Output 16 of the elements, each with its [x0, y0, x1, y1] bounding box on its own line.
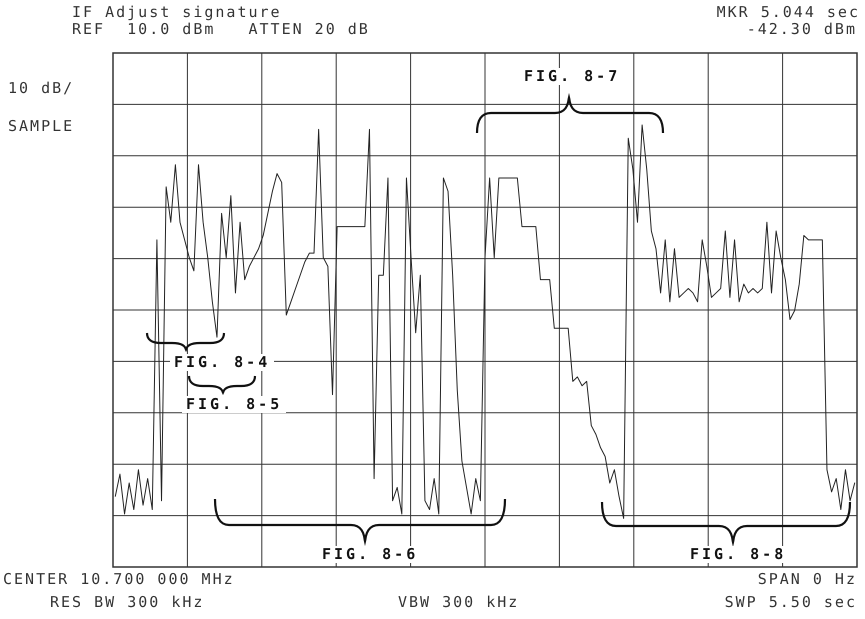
chart-subtitle: REF 10.0 dBm ATTEN 20 dB	[72, 20, 370, 38]
text: -42.30 dBm	[746, 20, 857, 38]
text: CENTER 10.700 000 MHz	[3, 570, 235, 588]
annotation: FIG. 8-5	[182, 395, 286, 413]
caption: FIG. 8-7	[520, 67, 624, 85]
annotation: FIG. 8-6	[318, 545, 422, 563]
annotation: FIG. 8-8	[686, 545, 790, 563]
text: SPAN 0 Hz	[758, 570, 857, 588]
text: 10 dB/	[8, 79, 74, 97]
chart-title: IF Adjust signature	[72, 3, 282, 21]
annotation: FIG. 8-4	[170, 353, 274, 371]
text: SAMPLE	[8, 117, 74, 135]
text: SWP 5.50 sec	[724, 593, 857, 611]
text: MKR 5.044 sec	[716, 3, 860, 21]
text: VBW 300 kHz	[398, 593, 520, 611]
text: RES BW 300 kHz	[50, 593, 204, 611]
